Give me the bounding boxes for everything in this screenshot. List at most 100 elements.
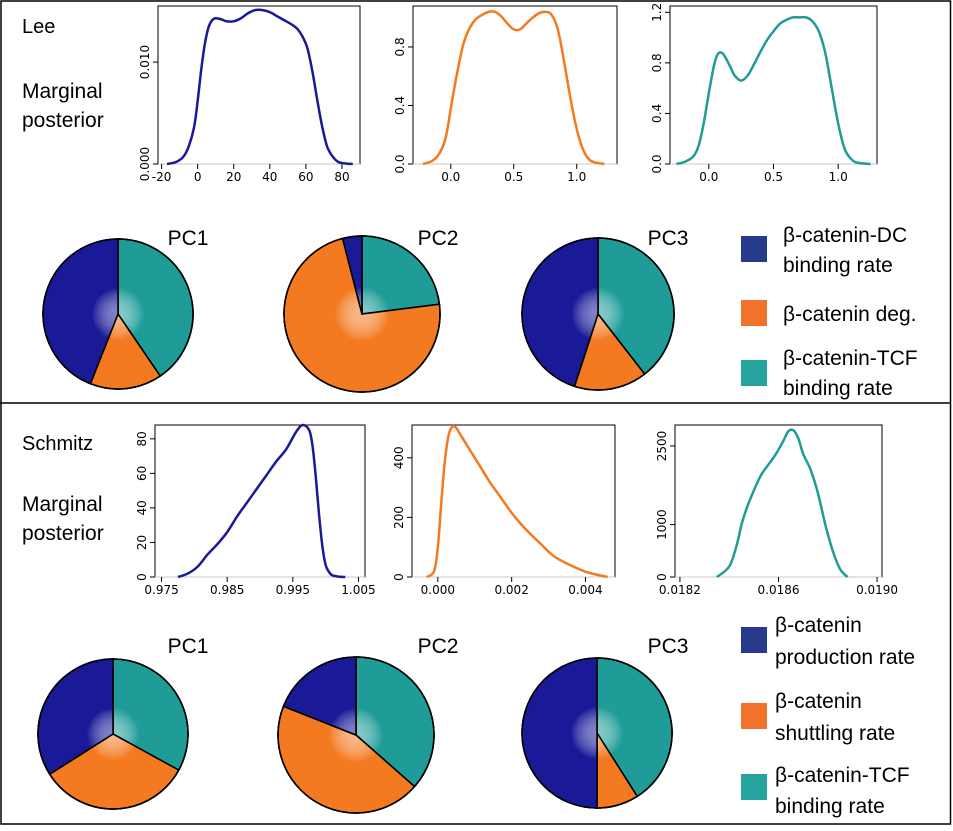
density-plot-lee-3: 0.0 0.5 1.0 0.0 0.4 0.8 1.2	[650, 3, 878, 184]
density-curve	[422, 10, 605, 166]
x-tick-label: 0.0186	[758, 583, 800, 597]
legend-swatch-lee-orange	[741, 300, 767, 326]
y-tick-label: 0.010	[138, 45, 152, 79]
legend-label-lee-3b: binding rate	[783, 377, 893, 400]
density-plot-schmitz-3: 0.0182 0.0186 0.0190 0 1000 2500	[655, 424, 898, 597]
marginal-label-schmitz-2: posterior	[22, 522, 104, 545]
pie-title-lee-pc3: PC3	[648, 227, 689, 250]
pie-title-schmitz-pc2: PC2	[418, 635, 459, 658]
y-tick-label: 0.0	[650, 154, 664, 173]
y-tick-label: 0.0	[393, 154, 407, 173]
legend-swatch-schmitz-orange	[741, 703, 767, 729]
y-tick-label: 1.2	[650, 3, 664, 22]
y-tick-label: 60	[135, 466, 149, 481]
y-tick-label: 0	[135, 573, 149, 581]
y-tick-label: 2500	[655, 431, 669, 462]
x-tick-label: 0.985	[210, 583, 244, 597]
pie-chart-lee-pc1	[42, 238, 194, 390]
pie-slice-shading	[521, 657, 598, 809]
y-tick-label: 0	[655, 573, 669, 581]
legend-label-schmitz-3b: binding rate	[775, 795, 885, 818]
density-curve	[177, 423, 346, 579]
pie-chart-lee-pc2	[283, 235, 441, 393]
legend-label-schmitz-1b: production rate	[775, 646, 915, 669]
x-tick-label: 80	[334, 170, 349, 184]
x-tick-label: 0.0	[441, 170, 460, 184]
y-tick-label: 0.8	[650, 53, 664, 72]
legend-label-schmitz-3a: β-catenin-TCF	[775, 764, 910, 787]
plot-frame	[157, 5, 361, 165]
x-tick-label: 0.5	[764, 170, 783, 184]
legend-label-lee-3a: β-catenin-TCF	[783, 347, 918, 370]
legend-label-lee-1b: binding rate	[783, 254, 893, 277]
y-tick-label: 400	[392, 446, 406, 469]
legend-label-schmitz-2b: shuttling rate	[775, 722, 895, 745]
density-plot-lee-1: -20 0 20 40 60 80 0.000 0.010	[138, 5, 361, 184]
legend-label-schmitz-2a: β-catenin	[775, 690, 862, 713]
density-curve	[425, 424, 608, 579]
x-tick-label: 0.002	[494, 583, 528, 597]
pie-chart-schmitz-pc3	[521, 657, 673, 809]
x-tick-label: 40	[262, 170, 277, 184]
x-tick-label: 1.0	[829, 170, 848, 184]
x-tick-label: 20	[226, 170, 241, 184]
legend-swatch-lee-blue	[741, 236, 767, 262]
density-curve	[716, 428, 849, 578]
pie-outline	[42, 238, 194, 390]
y-tick-label: 0	[392, 573, 406, 581]
y-tick-label: 40	[135, 500, 149, 515]
legend-swatch-schmitz-teal	[741, 774, 767, 800]
density-plot-schmitz-2: 0.000 0.002 0.004 0 200 400	[392, 424, 616, 597]
legend-label-schmitz-1a: β-catenin	[775, 614, 862, 637]
panel-title-schmitz: Schmitz	[22, 433, 93, 455]
pie-title-lee-pc2: PC2	[418, 227, 459, 250]
x-tick-label: 0.000	[421, 583, 455, 597]
density-plot-lee-2: 0.0 0.5 1.0 0.0 0.4 0.8	[393, 5, 618, 184]
legend-label-lee-2a: β-catenin deg.	[783, 303, 917, 326]
legend-swatch-schmitz-blue	[741, 627, 767, 653]
x-tick-label: 1.005	[341, 583, 375, 597]
y-tick-label: 0.000	[138, 147, 152, 181]
y-tick-label: 80	[135, 431, 149, 446]
y-tick-label: 0.8	[393, 37, 407, 56]
marginal-label-schmitz-1: Marginal	[22, 493, 103, 516]
x-tick-label: 0.0190	[856, 583, 898, 597]
y-tick-label: 0.4	[650, 104, 664, 123]
marginal-label-lee-2: posterior	[22, 109, 104, 132]
panel-title-lee: Lee	[22, 16, 55, 38]
x-tick-label: 60	[298, 170, 313, 184]
pie-outline	[283, 235, 441, 393]
legend-label-lee-1a: β-catenin-DC	[783, 224, 907, 247]
density-plot-schmitz-1: 0.975 0.985 0.995 1.005 0 20 40 60 80	[135, 423, 376, 597]
pie-title-schmitz-pc1: PC1	[168, 635, 209, 658]
x-tick-label: 0	[194, 170, 202, 184]
x-tick-label: 0.975	[144, 583, 178, 597]
marginal-label-lee-1: Marginal	[22, 80, 103, 103]
pie-title-lee-pc1: PC1	[168, 227, 209, 250]
x-tick-label: 1.0	[567, 170, 586, 184]
pie-outline	[37, 658, 189, 810]
plot-frame	[154, 424, 366, 578]
pie-outline	[277, 656, 435, 814]
pie-title-schmitz-pc3: PC3	[648, 635, 689, 658]
pie-outline	[521, 237, 675, 391]
y-tick-label: 1000	[655, 509, 669, 540]
pie-chart-schmitz-pc1	[37, 658, 189, 810]
y-tick-label: 200	[392, 506, 406, 529]
y-tick-label: 0.4	[393, 96, 407, 115]
x-tick-label: 0.5	[504, 170, 523, 184]
y-tick-label: 20	[135, 535, 149, 550]
pie-chart-lee-pc3	[521, 237, 675, 391]
x-tick-label: 0.0182	[659, 583, 701, 597]
density-curve	[676, 15, 871, 166]
x-tick-label: 0.004	[568, 583, 602, 597]
pie-chart-schmitz-pc2	[277, 656, 435, 814]
x-tick-label: 0.995	[276, 583, 310, 597]
legend-swatch-lee-teal	[741, 360, 767, 386]
pie-outline	[521, 657, 673, 809]
x-tick-label: 0.0	[699, 170, 718, 184]
x-tick-label: -20	[152, 170, 172, 184]
density-curve	[166, 8, 353, 166]
